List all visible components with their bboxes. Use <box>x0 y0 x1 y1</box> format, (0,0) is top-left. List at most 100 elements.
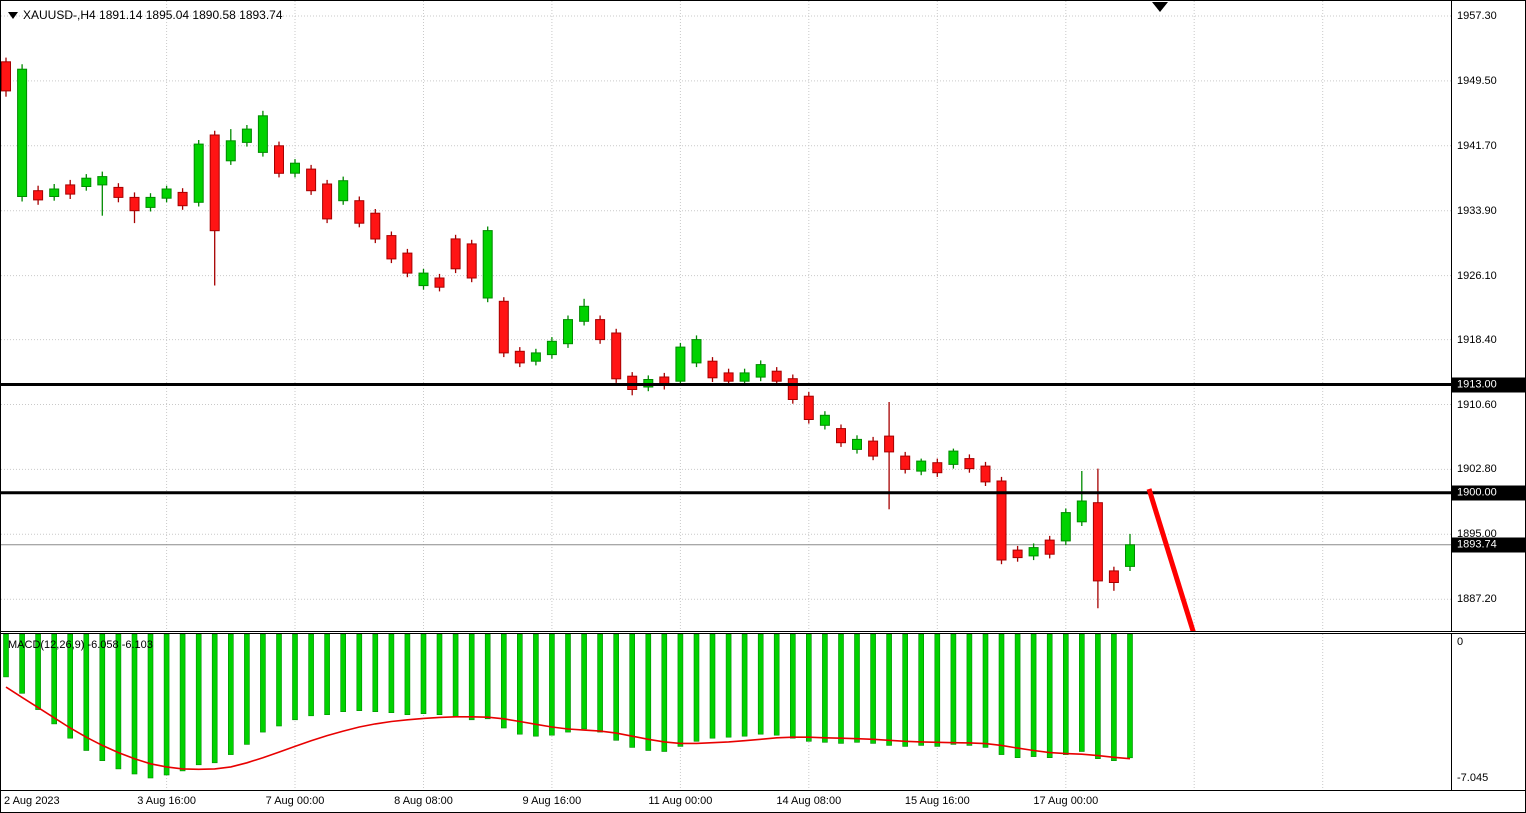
macd-signal-line <box>5 686 1131 771</box>
macd-histogram-bar <box>324 634 330 715</box>
candle-body <box>113 186 124 198</box>
macd-histogram-bar <box>115 634 122 770</box>
candle-body <box>338 180 349 202</box>
macd-histogram-bar <box>51 634 58 725</box>
macd-histogram-bar <box>356 634 363 711</box>
candle-body <box>836 428 846 444</box>
macd-histogram-bar <box>147 634 154 779</box>
time-axis-label: 8 Aug 08:00 <box>394 795 453 807</box>
macd-histogram-bar <box>131 634 138 775</box>
candle-body <box>964 458 975 470</box>
symbol-ohlc-label: XAUUSD-,H4 1891.14 1895.04 1890.58 1893.… <box>8 8 283 22</box>
macd-histogram-bar <box>228 634 234 755</box>
candle-body <box>306 168 317 192</box>
candle-body <box>691 339 702 364</box>
macd-histogram-bar <box>308 634 314 717</box>
candle-body <box>803 395 814 421</box>
macd-histogram-bar <box>1127 634 1133 759</box>
macd-histogram-bar <box>452 634 459 718</box>
price-axis[interactable]: 1957.30 1949.50 1941.70 1933.90 1926.10 1918.… <box>1451 1 1525 790</box>
price-axis-label: 1933.90 <box>1457 204 1497 217</box>
time-axis-label: 15 Aug 16:00 <box>904 795 970 807</box>
candle-body <box>193 143 204 203</box>
macd-histogram-bar <box>1046 634 1053 758</box>
macd-histogram-bar <box>693 634 700 742</box>
dropdown-triangle-icon[interactable] <box>8 11 18 19</box>
macd-histogram-bar <box>420 634 427 714</box>
macd-histogram-bar <box>902 634 909 747</box>
macd-histogram-bar <box>211 634 218 764</box>
macd-histogram-bar <box>468 634 475 721</box>
candle-body <box>241 128 252 143</box>
symbol-ohlc-text: XAUUSD-,H4 1891.14 1895.04 1890.58 1893.… <box>23 8 283 22</box>
down-trend-arrow-annotation[interactable] <box>1146 488 1212 631</box>
candle-body <box>675 346 686 382</box>
candle-body <box>1044 539 1055 555</box>
macd-histogram-bar <box>404 634 411 715</box>
time-axis-label: 14 Aug 08:00 <box>776 795 842 807</box>
candle-body <box>852 438 862 450</box>
macd-histogram-bar <box>549 634 555 736</box>
macd-histogram-bar <box>886 634 892 746</box>
macd-histogram-bar <box>854 634 860 743</box>
macd-histogram-bar <box>982 634 989 748</box>
candle-body <box>723 372 734 382</box>
macd-histogram-bar <box>950 634 957 745</box>
macd-histogram-bar <box>661 634 668 752</box>
macd-histogram-bar <box>1079 634 1085 752</box>
macd-histogram-bar <box>645 634 652 751</box>
candle-body <box>530 352 541 362</box>
price-axis-label: 1902.80 <box>1457 463 1497 476</box>
macd-histogram-bar <box>3 634 9 678</box>
candle-body <box>274 145 284 174</box>
candle-body <box>579 305 590 322</box>
macd-histogram-bar <box>1030 634 1037 757</box>
macd-histogram-bar <box>773 634 780 736</box>
macd-histogram-bar <box>741 634 748 737</box>
candle-body <box>418 272 429 287</box>
candle-body <box>386 235 397 260</box>
macd-histogram-bar <box>629 634 636 748</box>
macd-histogram-bar <box>918 634 925 746</box>
macd-histogram-bar <box>533 634 539 737</box>
candle-body <box>402 252 413 274</box>
price-axis-label: 1910.60 <box>1457 398 1497 411</box>
candle-body <box>900 455 911 470</box>
time-axis[interactable]: 2 Aug 2023 3 Aug 16:00 7 Aug 00:00 8 Aug 08… <box>1 790 1525 812</box>
candle-body <box>1 61 11 92</box>
macd-histogram-bar <box>725 634 732 738</box>
macd-histogram-bar <box>1014 634 1021 758</box>
macd-histogram-bar <box>822 634 828 743</box>
macd-histogram-bar <box>67 634 73 739</box>
price-axis-label: 1887.20 <box>1457 593 1497 606</box>
candle-body <box>49 188 60 197</box>
macd-histogram-bar <box>484 634 491 720</box>
candle-body <box>707 360 718 379</box>
candle-body <box>498 300 509 354</box>
candle-body <box>1012 549 1023 559</box>
macd-histogram-bar <box>372 634 379 712</box>
candle-body <box>1125 544 1135 567</box>
candle-body <box>787 378 798 401</box>
candle-body <box>868 440 879 457</box>
candle-body <box>1060 512 1071 542</box>
panel-divider[interactable] <box>1 631 1525 634</box>
candle-body <box>81 177 92 187</box>
macd-histogram-bar <box>1063 634 1069 755</box>
macd-histogram-bar <box>35 634 41 710</box>
macd-histogram-bar <box>870 634 876 744</box>
price-chart-plot[interactable] <box>1 1 1451 631</box>
candle-body <box>145 196 156 208</box>
macd-histogram-bar <box>340 634 347 712</box>
macd-indicator-label: MACD(12,26,9) -6.058 -6.103 <box>8 639 153 651</box>
time-axis-label: 11 Aug 00:00 <box>648 795 713 807</box>
macd-histogram-bar <box>805 634 812 742</box>
candle-body <box>450 238 461 270</box>
macd-histogram-bar <box>83 634 90 751</box>
chart-shift-marker-icon[interactable] <box>1152 2 1168 12</box>
candle-body <box>627 375 638 391</box>
candle-body <box>563 319 573 345</box>
macd-indicator-plot[interactable] <box>1 634 1451 790</box>
candle-body <box>177 191 188 207</box>
